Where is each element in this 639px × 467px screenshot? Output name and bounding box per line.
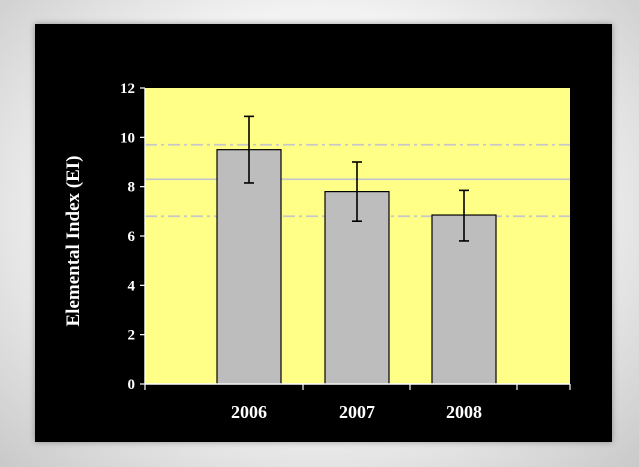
axes-group: 2006 2007 2008 0 2 4 6 8 10 12: [120, 81, 571, 422]
y-tick-label-10: 10: [120, 130, 135, 146]
bar-2008: [431, 214, 497, 385]
y-tick-label-2: 2: [128, 328, 136, 344]
error-bar-2006: [244, 115, 254, 184]
x-tick-label-2006: 2006: [231, 402, 267, 422]
error-bar-2007: [352, 161, 362, 222]
bars-group: [216, 115, 497, 385]
x-tick-label-2007: 2007: [339, 402, 375, 422]
bar-2006: [216, 149, 282, 385]
y-tick-label-0: 0: [128, 377, 136, 393]
y-tick-label-4: 4: [128, 278, 136, 294]
x-tick-label-2008: 2008: [446, 402, 482, 422]
y-tick-label-6: 6: [128, 229, 136, 245]
error-bar-2008: [459, 189, 469, 242]
y-tick-label-8: 8: [128, 180, 136, 196]
y-tick-label-12: 12: [120, 81, 135, 97]
y-axis-title: Elemental Index (EI): [63, 156, 84, 327]
